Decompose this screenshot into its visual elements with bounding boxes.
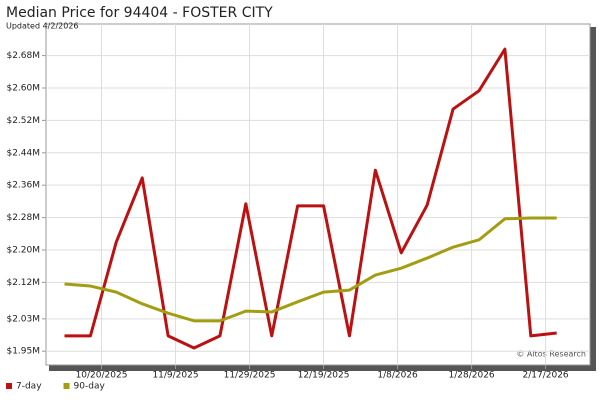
chart-title: Median Price for 94404 - FOSTER CITY: [6, 5, 273, 21]
x-tick-label: 1/28/2026: [449, 371, 495, 381]
y-tick-label: $2.68M: [6, 51, 40, 61]
x-tick-label: 12/19/2025: [298, 371, 350, 381]
series-line: [64, 216, 557, 323]
x-tick-label: 1/8/2026: [377, 371, 418, 381]
legend-label: 7-day: [16, 382, 42, 392]
x-tick-label: 10/20/2025: [76, 371, 128, 381]
legend-swatch: [6, 383, 12, 389]
watermark: © Altos Research: [516, 350, 586, 359]
legend-swatch: [63, 383, 70, 389]
x-tick-label: 2/17/2026: [523, 371, 569, 381]
y-tick-label: $2.03M: [6, 314, 40, 324]
y-tick-label: $2.36M: [6, 181, 40, 191]
y-tick-label: $2.60M: [6, 83, 40, 93]
x-tick-label: 11/9/2025: [152, 371, 198, 381]
x-tick-label: 11/29/2025: [224, 371, 276, 381]
series: [64, 47, 557, 350]
grid: $1.95M $2.03M $2.12M $2.20M $2.28M $2.36M $2.4…: [6, 24, 590, 381]
legend-label: 90-day: [74, 382, 106, 392]
y-tick-label: $2.52M: [6, 116, 40, 126]
y-tick-label: $2.20M: [6, 245, 40, 255]
chart-subtitle: Updated 4/2/2026: [6, 22, 79, 31]
series-line: [64, 47, 557, 350]
y-tick-label: $2.28M: [6, 213, 40, 223]
y-tick-label: $2.44M: [6, 148, 40, 158]
y-tick-label: $1.95M: [6, 347, 40, 357]
y-tick-label: $2.12M: [6, 278, 40, 288]
